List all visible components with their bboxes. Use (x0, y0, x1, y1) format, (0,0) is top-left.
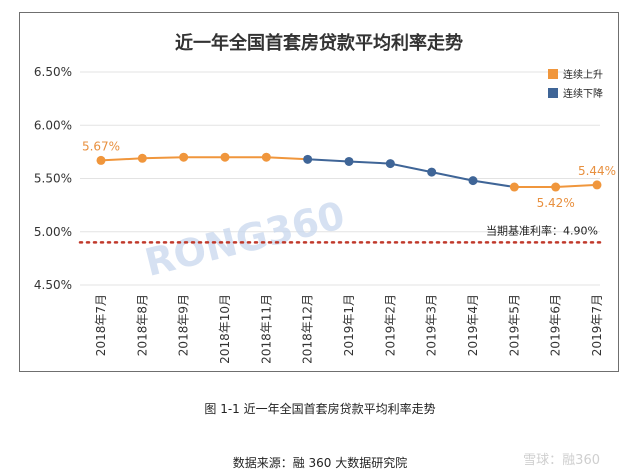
legend-swatch (548, 69, 558, 79)
x-tick-label: 2018年10月 (218, 294, 232, 364)
x-tick-label: 2019年2月 (383, 294, 397, 356)
series-line-segment (100, 156, 308, 162)
x-tick-label: 2019年6月 (549, 294, 563, 356)
data-point (261, 152, 271, 162)
x-tick-label: 2018年12月 (301, 294, 315, 364)
legend-swatch (548, 88, 558, 98)
figure-caption: 图 1-1 近一年全国首套房贷款平均利率走势 (204, 402, 436, 416)
chart-title: 近一年全国首套房贷款平均利率走势 (175, 33, 463, 54)
data-point (468, 176, 478, 186)
data-source: 数据来源：融 360 大数据研究院 (232, 456, 408, 470)
x-tick-label: 2019年7月 (590, 294, 604, 356)
data-point (427, 167, 437, 177)
data-point (96, 155, 106, 165)
data-label: 5.42% (537, 196, 575, 210)
data-point (220, 152, 230, 162)
y-tick-label: 6.50% (34, 65, 72, 79)
legend-label: 连续上升 (563, 68, 603, 81)
y-tick-label: 5.00% (34, 225, 72, 239)
x-tick-label: 2018年9月 (177, 294, 191, 356)
reference-line-label: 当期基准利率：4.90% (486, 223, 598, 237)
legend-label: 连续下降 (563, 87, 603, 100)
data-point (179, 152, 189, 162)
data-point (303, 154, 313, 164)
series-line-segment (307, 158, 515, 188)
data-point (344, 156, 354, 166)
data-point (551, 182, 561, 192)
y-tick-label: 6.00% (34, 118, 72, 132)
y-tick-label: 4.50% (34, 278, 72, 292)
x-tick-label: 2019年5月 (507, 294, 521, 356)
x-tick-label: 2019年4月 (466, 294, 480, 356)
x-tick-label: 2018年11月 (259, 294, 273, 364)
data-label: 5.67% (82, 139, 120, 153)
x-tick-label: 2019年3月 (425, 294, 439, 356)
watermark-text: RONG360 (141, 193, 349, 285)
data-point (592, 180, 602, 190)
x-tick-label: 2019年1月 (342, 294, 356, 356)
data-point (509, 182, 519, 192)
x-tick-label: 2018年8月 (135, 294, 149, 356)
x-tick-label: 2018年7月 (94, 294, 108, 356)
data-label: 5.44% (578, 164, 616, 178)
data-point (137, 153, 147, 163)
corner-watermark: 雪球：融360 (523, 453, 600, 468)
data-point (385, 159, 395, 169)
y-tick-label: 5.50% (34, 172, 72, 186)
